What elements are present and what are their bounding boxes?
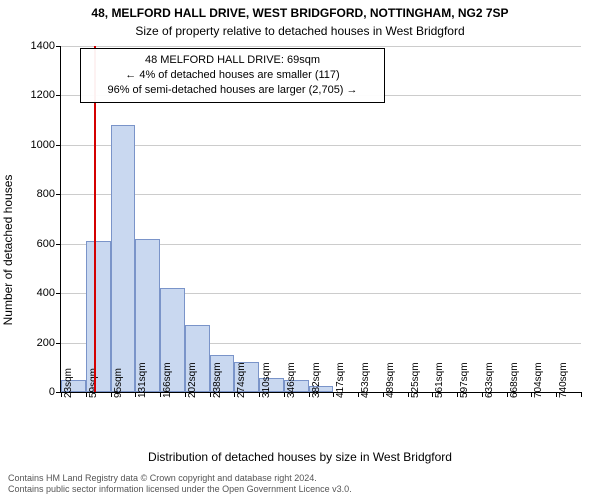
x-tick-mark xyxy=(284,392,285,397)
annotation-line: 48 MELFORD HALL DRIVE: 69sqm xyxy=(89,53,376,68)
x-tick-label: 417sqm xyxy=(335,362,346,398)
x-tick-label: 346sqm xyxy=(286,362,297,398)
x-tick-label: 238sqm xyxy=(212,362,223,398)
x-tick-mark xyxy=(581,392,582,397)
x-tick-label: 704sqm xyxy=(533,362,544,398)
y-tick-label: 0 xyxy=(49,386,61,398)
x-tick-label: 453sqm xyxy=(360,362,371,398)
x-tick-label: 59sqm xyxy=(88,368,99,398)
chart-container: 48, MELFORD HALL DRIVE, WEST BRIDGFORD, … xyxy=(0,0,600,500)
histogram-bar xyxy=(111,125,136,392)
x-tick-label: 597sqm xyxy=(459,362,470,398)
x-tick-label: 633sqm xyxy=(484,362,495,398)
y-tick-label: 1000 xyxy=(31,139,61,151)
y-tick-label: 200 xyxy=(37,337,61,349)
x-tick-label: 489sqm xyxy=(385,362,396,398)
annotation-line: ← 4% of detached houses are smaller (117… xyxy=(89,68,376,83)
x-tick-label: 525sqm xyxy=(410,362,421,398)
annotation-line: 96% of semi-detached houses are larger (… xyxy=(89,83,376,98)
x-tick-label: 274sqm xyxy=(236,362,247,398)
x-tick-label: 740sqm xyxy=(558,362,569,398)
x-tick-mark xyxy=(61,392,62,397)
gridline xyxy=(61,46,581,47)
x-tick-mark xyxy=(358,392,359,397)
y-tick-label: 600 xyxy=(37,238,61,250)
x-tick-label: 23sqm xyxy=(63,368,74,398)
footer-attribution: Contains HM Land Registry data © Crown c… xyxy=(8,473,352,496)
x-tick-label: 131sqm xyxy=(137,362,148,398)
x-tick-label: 561sqm xyxy=(434,362,445,398)
footer-line-1: Contains HM Land Registry data © Crown c… xyxy=(8,473,352,485)
x-tick-mark xyxy=(259,392,260,397)
y-tick-label: 1200 xyxy=(31,89,61,101)
x-tick-mark xyxy=(507,392,508,397)
annotation-box: 48 MELFORD HALL DRIVE: 69sqm← 4% of deta… xyxy=(80,48,385,103)
y-tick-label: 800 xyxy=(37,188,61,200)
x-tick-label: 310sqm xyxy=(261,362,272,398)
x-tick-mark xyxy=(482,392,483,397)
x-tick-mark xyxy=(383,392,384,397)
chart-subtitle: Size of property relative to detached ho… xyxy=(0,24,600,38)
x-tick-mark xyxy=(210,392,211,397)
x-axis-label: Distribution of detached houses by size … xyxy=(0,450,600,464)
x-tick-mark xyxy=(160,392,161,397)
y-tick-label: 1400 xyxy=(31,40,61,52)
x-tick-label: 382sqm xyxy=(311,362,322,398)
footer-line-2: Contains public sector information licen… xyxy=(8,484,352,496)
x-tick-label: 166sqm xyxy=(162,362,173,398)
x-tick-label: 95sqm xyxy=(113,368,124,398)
gridline xyxy=(61,194,581,195)
chart-title: 48, MELFORD HALL DRIVE, WEST BRIDGFORD, … xyxy=(0,6,600,20)
x-tick-label: 668sqm xyxy=(509,362,520,398)
y-axis-label: Number of detached houses xyxy=(1,175,15,326)
x-tick-label: 202sqm xyxy=(187,362,198,398)
gridline xyxy=(61,145,581,146)
y-tick-label: 400 xyxy=(37,287,61,299)
x-tick-mark xyxy=(86,392,87,397)
x-tick-mark xyxy=(185,392,186,397)
x-tick-mark xyxy=(408,392,409,397)
x-tick-mark xyxy=(111,392,112,397)
x-tick-mark xyxy=(309,392,310,397)
